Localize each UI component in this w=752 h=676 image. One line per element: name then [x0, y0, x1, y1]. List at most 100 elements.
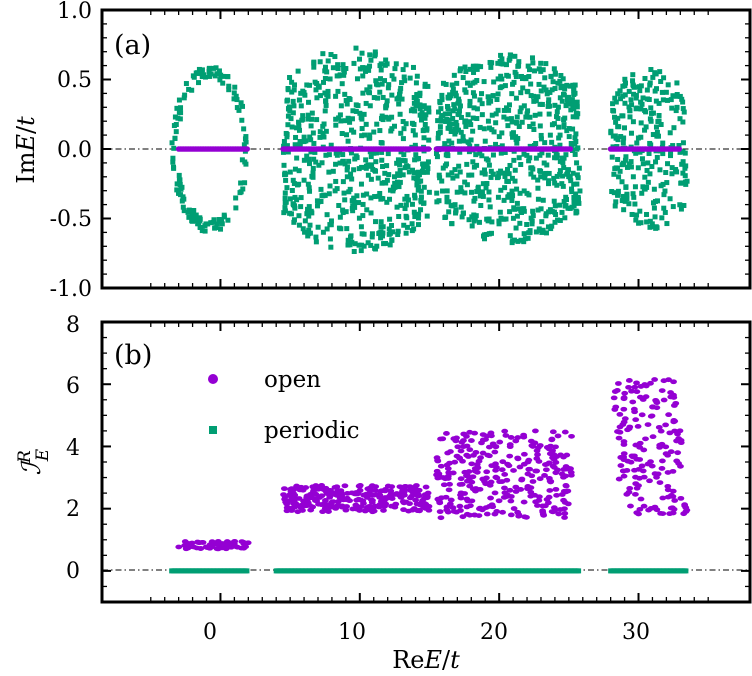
open-point-b [318, 493, 326, 499]
periodic-point-a [327, 183, 333, 189]
legend-open-label: open [264, 367, 321, 393]
open-point-b [468, 461, 476, 467]
periodic-point-a [301, 134, 307, 140]
open-point-b [660, 378, 668, 384]
periodic-point-a [326, 152, 332, 158]
periodic-point-a [376, 231, 382, 237]
periodic-point-a [324, 69, 330, 75]
periodic-point-a [642, 75, 648, 81]
periodic-point-a [470, 159, 476, 165]
periodic-point-a [474, 106, 480, 112]
periodic-point-a [325, 88, 331, 94]
periodic-point-a [450, 121, 456, 127]
open-point-b [466, 447, 474, 453]
periodic-point-a [501, 107, 507, 113]
open-point-b [640, 503, 648, 509]
periodic-point-a [653, 71, 659, 77]
open-point-b [443, 431, 450, 436]
open-point-b [662, 444, 670, 450]
periodic-point-a [627, 108, 633, 114]
periodic-point-a [670, 204, 676, 210]
periodic-point-a [612, 95, 618, 101]
periodic-point-a [306, 156, 312, 162]
periodic-point-a [525, 235, 531, 241]
periodic-point-a [386, 172, 392, 178]
open-point-b [561, 511, 569, 516]
periodic-point-a [515, 238, 521, 244]
open-point-b [343, 495, 351, 501]
periodic-point-a [456, 163, 462, 169]
periodic-point-a [418, 112, 424, 118]
periodic-point-a [387, 216, 393, 222]
periodic-point-a [307, 209, 313, 215]
open-point-b [631, 409, 638, 415]
periodic-point-a [546, 178, 552, 184]
periodic-point-a [506, 107, 512, 113]
periodic-point-a [494, 175, 500, 181]
periodic-point-a [626, 161, 632, 167]
periodic-point-a [212, 73, 218, 79]
periodic-point-a [368, 242, 374, 248]
periodic-point-a [457, 103, 463, 109]
periodic-point-a [240, 103, 246, 109]
open-point-b [667, 493, 675, 498]
periodic-point-a [287, 196, 293, 202]
periodic-point-a [183, 81, 189, 87]
periodic-point-a [630, 72, 636, 78]
periodic-point-a [652, 214, 658, 220]
periodic-point-a [411, 209, 417, 215]
open-point-b [453, 509, 460, 515]
periodic-point-a [561, 117, 567, 123]
periodic-point-a [287, 169, 293, 175]
open-point-b [518, 476, 526, 482]
periodic-point-a [378, 219, 384, 225]
periodic-point-a [482, 232, 488, 238]
open-point-b [468, 438, 475, 443]
periodic-point-a [624, 164, 630, 170]
open-point-b [619, 468, 627, 474]
periodic-point-a [456, 112, 462, 118]
periodic-point-a [563, 103, 569, 109]
periodic-point-a [285, 86, 291, 92]
periodic-point-a [392, 66, 398, 72]
periodic-point-a [363, 157, 369, 163]
periodic-point-a [346, 158, 352, 164]
periodic-point-a [489, 112, 495, 118]
periodic-point-a [425, 83, 431, 89]
open-point-b [547, 443, 554, 449]
periodic-point-a [384, 61, 390, 67]
periodic-point-a [378, 224, 384, 230]
periodic-point-a [412, 214, 418, 220]
open-point-b [436, 509, 444, 515]
panel-b-xtick-label: 10 [338, 620, 366, 645]
periodic-point-a [543, 213, 549, 219]
periodic-point-a [636, 220, 642, 226]
periodic-point-a [419, 168, 425, 174]
periodic-point-a [557, 217, 563, 223]
periodic-point-a [487, 204, 493, 210]
periodic-point-a [307, 82, 313, 88]
open-point-b [623, 491, 631, 497]
open-point-b [280, 492, 287, 498]
periodic-point-a [528, 215, 534, 221]
periodic-point-a [377, 63, 383, 69]
periodic-point-a [532, 68, 538, 74]
open-point-b [503, 477, 511, 483]
periodic-point-a [481, 167, 487, 173]
periodic-point-a [560, 160, 566, 166]
periodic-point-a [298, 139, 304, 145]
periodic-point-a [395, 157, 401, 163]
periodic-point-a [524, 221, 530, 227]
periodic-point-a [398, 202, 404, 208]
periodic-point-a [360, 201, 366, 207]
periodic-point-a [648, 105, 654, 111]
panel-a-ytick-label: -1.0 [50, 277, 92, 302]
periodic-point-a [374, 121, 380, 127]
open-point-b [532, 428, 539, 434]
periodic-point-a [180, 204, 186, 210]
periodic-point-a [397, 111, 403, 117]
open-point-b [372, 484, 380, 490]
periodic-point-a [552, 102, 558, 108]
periodic-point-a [536, 226, 542, 232]
periodic-point-a [383, 57, 389, 63]
